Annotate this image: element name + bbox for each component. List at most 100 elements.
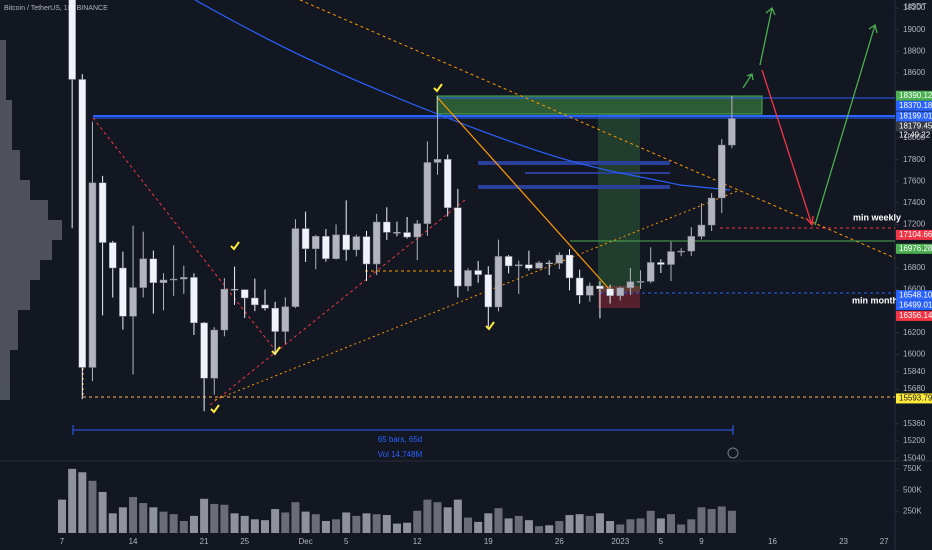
volume-bar	[189, 515, 198, 533]
candle-body	[403, 232, 411, 238]
candle-body	[180, 277, 188, 280]
candle-body	[504, 256, 513, 267]
candle-body	[98, 182, 107, 243]
y-tick-label: 18000	[903, 133, 926, 142]
volume-bar	[667, 514, 675, 533]
volume-bar	[413, 510, 422, 533]
candle-body	[596, 285, 604, 290]
annotation: min monthly	[852, 295, 906, 305]
volume-bar	[575, 514, 584, 533]
volume-tick-label: 500K	[903, 485, 922, 494]
volume-bar	[179, 521, 188, 533]
candle-body	[646, 262, 655, 282]
x-tick-label: 5	[344, 537, 349, 546]
candle-body	[464, 270, 472, 287]
volume-bar	[129, 497, 138, 533]
chart-title: Bitcoin / TetherUS, 1D, BINANCE	[4, 5, 108, 12]
candle-body	[190, 277, 198, 324]
y-tick-label: 15200	[903, 436, 926, 445]
volume-profile	[0, 40, 62, 400]
volume-bar	[271, 509, 280, 533]
volume-bar	[108, 513, 117, 533]
volume-tick-label: 750K	[903, 464, 922, 473]
x-tick-label: 9	[699, 537, 704, 546]
candle-body	[555, 254, 564, 264]
volume-bar	[585, 515, 594, 533]
candle-body	[210, 329, 218, 379]
volume-bar	[68, 468, 77, 533]
y-tick-label: 15840	[903, 367, 926, 376]
candle-body	[657, 262, 665, 265]
volume-bar	[169, 514, 178, 533]
y-tick-label: 18800	[903, 47, 926, 56]
volume-bar	[362, 513, 371, 533]
candle-body	[119, 267, 127, 317]
price-label-bg	[896, 290, 932, 301]
volume-bar	[636, 518, 645, 533]
volume-bar	[321, 521, 330, 533]
candle-body	[88, 182, 97, 368]
volume-bar	[717, 506, 726, 533]
volume-bar	[250, 519, 259, 533]
volume-bar	[382, 515, 391, 533]
candle-body	[423, 162, 432, 224]
candle-body	[159, 279, 168, 283]
candle-body	[109, 242, 117, 269]
price-label: 18370.18	[899, 101, 932, 110]
candle-body	[352, 236, 361, 251]
candle-body	[149, 258, 158, 283]
volume-bar	[464, 517, 472, 533]
y-tick-label: 17200	[903, 220, 926, 229]
candle-body	[697, 224, 706, 237]
y-tick-label: 17400	[903, 198, 926, 207]
price-label-bg	[896, 229, 932, 240]
y-tick-label: 15680	[903, 384, 926, 393]
candle-body	[312, 236, 320, 249]
candle-body	[301, 228, 310, 249]
volume-tick-label: 250K	[903, 507, 922, 516]
candle-body	[494, 256, 503, 308]
x-tick-label: 12	[413, 537, 422, 546]
y-tick-label: 19000	[903, 25, 926, 34]
volume-bar	[545, 525, 554, 533]
volume-bar	[453, 499, 462, 533]
volume-bar	[88, 480, 97, 533]
candle-body	[271, 307, 279, 332]
volume-bar	[372, 514, 381, 533]
volume-bar	[210, 503, 219, 533]
price-label-bg	[896, 90, 932, 101]
candle-body	[606, 288, 614, 297]
volume-bar	[159, 511, 168, 533]
volume-bar	[707, 509, 716, 533]
candle-body	[393, 232, 401, 234]
measure-label: Vol 14.748M	[378, 450, 423, 459]
price-label: 18179.45	[899, 122, 932, 131]
volume-bar	[261, 520, 269, 533]
candle-body	[474, 270, 482, 275]
candle-body	[443, 159, 452, 208]
candle-body	[677, 250, 685, 253]
volume-bar	[352, 515, 361, 533]
volume-bar	[281, 512, 290, 533]
price-label-bg	[896, 310, 932, 321]
volume-bar	[118, 507, 127, 533]
volume-bar	[646, 510, 655, 533]
x-tick-label: 7	[60, 537, 65, 546]
candle-body	[413, 223, 421, 238]
annotation: min weekly	[853, 212, 901, 222]
volume-bar	[606, 521, 615, 533]
price-label: 18390.12	[899, 91, 932, 100]
x-tick-label: 5	[659, 537, 664, 546]
x-tick-label: 23	[839, 537, 848, 546]
candle-body	[535, 262, 543, 269]
candle-body	[291, 228, 300, 307]
volume-bar	[58, 499, 66, 533]
volume-bar	[240, 515, 249, 533]
volume-bar	[727, 510, 736, 533]
volume-bar	[98, 491, 107, 533]
price-label: 15593.79	[899, 394, 932, 403]
y-tick-label: 15360	[903, 419, 926, 428]
x-tick-label: 16	[768, 537, 777, 546]
candle-body	[261, 304, 269, 309]
